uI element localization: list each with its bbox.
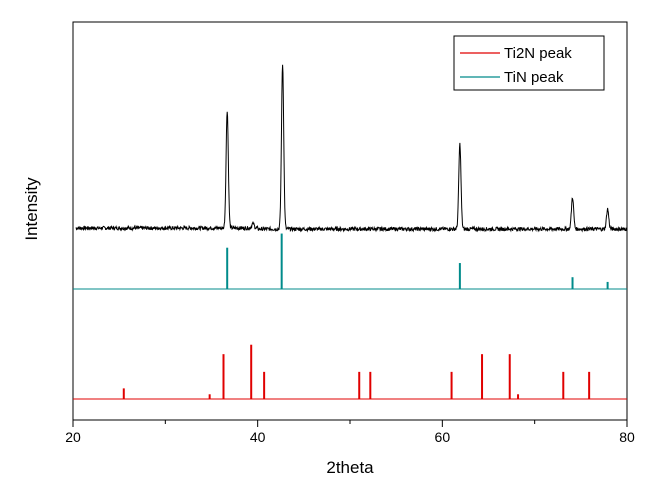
x-axis: 20 40 60 80 [65, 420, 635, 445]
legend-box [453, 35, 605, 91]
x-tick-label: 80 [619, 429, 635, 445]
y-axis-title: Intensity [22, 177, 41, 241]
tin-reference-series [73, 233, 627, 290]
x-tick-label: 20 [65, 429, 81, 445]
series-layer [73, 64, 628, 400]
legend-label: Ti2N peak [504, 45, 572, 62]
ti2n-reference-series [73, 344, 627, 400]
legend: Ti2N peak TiN peak [453, 35, 605, 91]
x-axis-title: 2theta [326, 458, 374, 477]
measured-pattern-line [75, 64, 628, 233]
legend-label: TiN peak [504, 69, 564, 86]
x-tick-label: 60 [435, 429, 451, 445]
x-tick-label: 40 [250, 429, 266, 445]
